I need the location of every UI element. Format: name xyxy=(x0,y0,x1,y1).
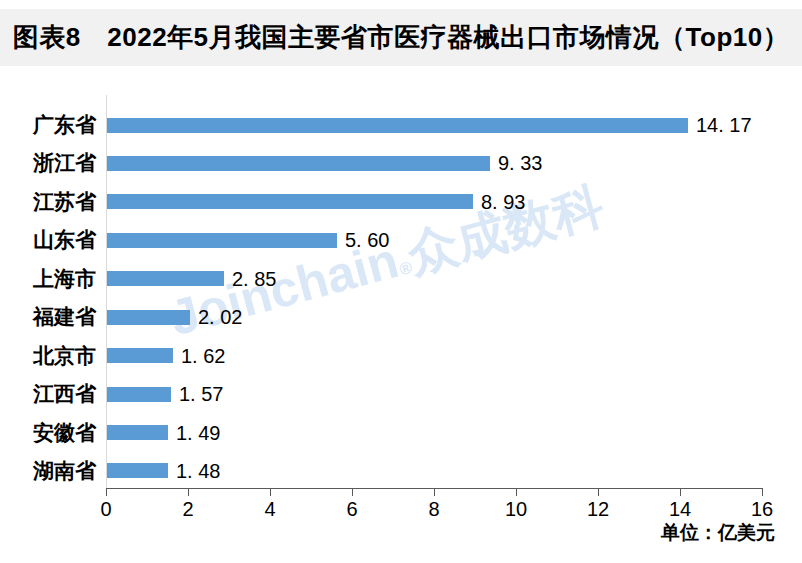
x-tick-label: 2 xyxy=(168,498,208,521)
x-tick-mark xyxy=(516,489,517,496)
x-tick-mark xyxy=(598,489,599,496)
bar-上海市 xyxy=(107,271,224,286)
value-label: 5. 60 xyxy=(345,227,389,253)
category-label: 江苏省 xyxy=(0,189,96,215)
value-label: 9. 33 xyxy=(498,150,542,176)
unit-label: 单位：亿美元 xyxy=(661,520,775,546)
x-tick-mark xyxy=(434,489,435,496)
bar-浙江省 xyxy=(107,156,490,171)
x-tick-label: 8 xyxy=(414,498,454,521)
value-label: 2. 85 xyxy=(232,266,276,292)
x-tick-mark xyxy=(762,489,763,496)
bar-广东省 xyxy=(107,118,688,133)
x-tick-mark xyxy=(680,489,681,496)
x-tick-mark xyxy=(188,489,189,496)
bar-江苏省 xyxy=(107,194,473,209)
x-tick-label: 12 xyxy=(578,498,618,521)
category-label: 山东省 xyxy=(0,227,96,253)
x-tick-label: 4 xyxy=(250,498,290,521)
x-tick-mark xyxy=(352,489,353,496)
x-tick-label: 16 xyxy=(742,498,782,521)
bar-北京市 xyxy=(107,348,173,363)
bar-江西省 xyxy=(107,387,171,402)
value-label: 1. 62 xyxy=(181,343,225,369)
category-label: 浙江省 xyxy=(0,150,96,176)
x-tick-label: 10 xyxy=(496,498,536,521)
bar-山东省 xyxy=(107,233,337,248)
bar-chart-plot: 广东省 14. 17 浙江省 9. 33 江苏省 8. 93 山东省 5. 60 上海市 2. 8… xyxy=(0,0,802,563)
value-label: 1. 48 xyxy=(176,458,220,484)
value-label: 1. 49 xyxy=(176,420,220,446)
x-tick-label: 0 xyxy=(86,498,126,521)
category-label: 福建省 xyxy=(0,304,96,330)
chart-screenshot: 图表8 2022年5月我国主要省市医疗器械出口市场情况（Top10） Joinc… xyxy=(0,0,802,563)
category-label: 江西省 xyxy=(0,381,96,407)
category-label: 湖南省 xyxy=(0,458,96,484)
value-label: 14. 17 xyxy=(696,112,752,138)
category-label: 上海市 xyxy=(0,266,96,292)
value-label: 2. 02 xyxy=(198,304,242,330)
bar-福建省 xyxy=(107,310,190,325)
x-tick-mark xyxy=(270,489,271,496)
value-label: 1. 57 xyxy=(179,381,223,407)
x-tick-label: 6 xyxy=(332,498,372,521)
category-label: 安徽省 xyxy=(0,420,96,446)
bar-湖南省 xyxy=(107,463,168,478)
category-label: 广东省 xyxy=(0,112,96,138)
bar-安徽省 xyxy=(107,425,168,440)
x-tick-label: 14 xyxy=(660,498,700,521)
value-label: 8. 93 xyxy=(481,189,525,215)
category-label: 北京市 xyxy=(0,343,96,369)
x-tick-mark xyxy=(106,489,107,496)
